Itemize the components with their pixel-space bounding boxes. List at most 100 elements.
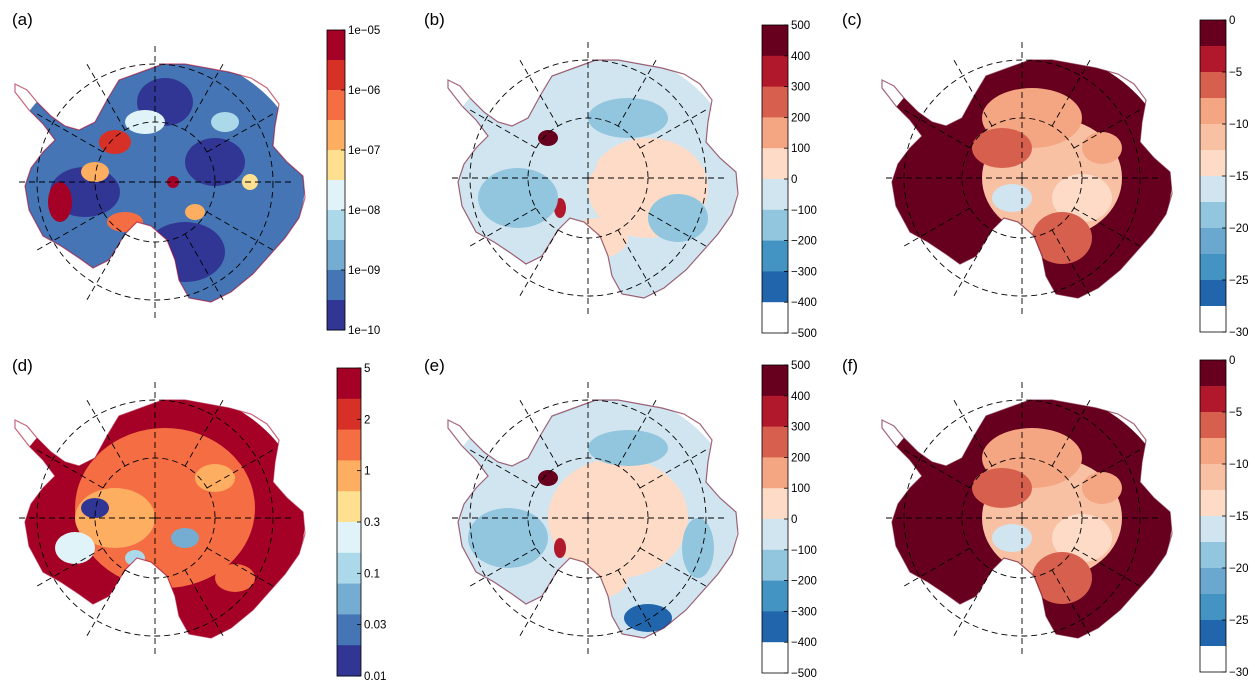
meridian-line	[902, 207, 971, 248]
field-patch	[1052, 174, 1112, 222]
colorbar-segment	[327, 30, 345, 61]
colorbar-tick-label: 400	[791, 51, 810, 63]
meridian-line	[206, 211, 275, 252]
colorbar-segment	[327, 300, 345, 331]
field-patch	[1052, 514, 1112, 562]
colorbar-segment	[337, 491, 361, 523]
colorbar-tick-label: −100	[791, 205, 817, 217]
coastline	[447, 59, 739, 299]
meridian-line	[35, 547, 104, 588]
colorbar-tick-label: −100	[791, 545, 817, 557]
polar-grid	[450, 40, 726, 316]
colorbar-segment	[1200, 516, 1226, 543]
meridian-line	[184, 62, 225, 131]
map-svg: 1e−05 1e−06 1e−07 1e−08 1e−09 1e−10	[14, 25, 380, 337]
colorbar-segment	[1200, 254, 1226, 281]
meridian-line	[35, 211, 104, 252]
colorbar-tick-label: −500	[791, 668, 817, 680]
colorbar-segment	[762, 25, 788, 57]
meridian-line	[952, 58, 993, 127]
meridian-line	[639, 547, 708, 588]
colorbar-segment	[762, 240, 788, 272]
colorbar-tick-label: 5	[364, 363, 370, 375]
map-svg: 0 −5 −10 −15 −20 −25 −30	[881, 355, 1249, 679]
latitude-circle	[469, 59, 707, 297]
colorbar-tick-label: −200	[791, 576, 817, 588]
colorbar-segment	[1200, 386, 1226, 413]
colorbar-segment	[762, 365, 788, 397]
meridian-line	[1051, 569, 1092, 638]
colorbar-segment	[762, 117, 788, 149]
meridian-line	[184, 233, 225, 302]
colorbar-tick-label: 500	[791, 360, 810, 372]
colorbar-segment	[762, 209, 788, 242]
field-patch	[1032, 552, 1092, 604]
colorbar-segment	[1200, 202, 1226, 229]
colorbar-tick-label: −15	[1229, 511, 1249, 523]
colorbar-segment	[1200, 542, 1226, 569]
meridian-line	[35, 448, 104, 489]
field-patch	[568, 558, 628, 598]
colorbar-segment	[1200, 150, 1226, 177]
coastline	[881, 59, 1173, 299]
colorbar-segment	[762, 519, 788, 551]
field-patch	[972, 128, 1032, 168]
colorbar-tick-label: −200	[791, 236, 817, 248]
meridian-line	[1073, 108, 1142, 149]
field-patch	[185, 204, 205, 220]
panel-label: (d)	[12, 356, 33, 375]
colorbar-segment	[337, 645, 361, 677]
colorbar-segment	[327, 240, 345, 271]
colorbar-segment	[762, 426, 788, 458]
colorbar-segment	[1200, 490, 1226, 517]
field-patch	[538, 470, 558, 486]
colorbar-tick-label: 0	[1229, 15, 1235, 27]
panel-f: (f) 0 −5 −10 −15 −20 −25 −30	[836, 340, 1255, 681]
latitude-circle	[469, 399, 707, 637]
meridian-line	[639, 108, 708, 149]
meridian-line	[518, 229, 559, 298]
colorbar-segment	[1200, 306, 1226, 333]
colorbar-segment	[327, 180, 345, 211]
colorbar-tick-label: 1	[364, 466, 370, 478]
panel-label: (a)	[12, 10, 33, 29]
meridian-line	[85, 62, 126, 131]
meridian-line	[639, 448, 708, 489]
colorbar-segment	[1200, 594, 1226, 621]
meridian-line	[1073, 448, 1142, 489]
colorbar-tick-label: 200	[791, 112, 810, 124]
meridian-line	[468, 547, 537, 588]
colorbar-segment	[337, 552, 361, 585]
colorbar-tick-label: −20	[1229, 563, 1249, 575]
meridian-line	[902, 547, 971, 588]
field-patch	[99, 130, 131, 154]
colorbar-tick-label: −500	[791, 328, 817, 340]
field-patch	[81, 498, 109, 518]
latitude-circle	[903, 399, 1141, 637]
colorbar-segment	[1200, 280, 1226, 307]
colorbar-segment	[1200, 46, 1226, 73]
field-patch	[682, 518, 714, 578]
colorbar-segment	[337, 614, 361, 646]
meridian-line	[468, 207, 537, 248]
colorbar-segment	[762, 580, 788, 612]
meridian-line	[1051, 58, 1092, 127]
colorbar-tick-label: 0.3	[364, 517, 380, 529]
colorbar-tick-label: 300	[791, 422, 810, 434]
colorbar-tick-label: 1e−06	[348, 85, 380, 97]
meridian-line	[639, 207, 708, 248]
colorbar-segment	[762, 395, 788, 428]
colorbar-tick-label: 1e−10	[348, 325, 380, 337]
meridian-line	[468, 108, 537, 149]
colorbar-tick-label: −5	[1229, 407, 1242, 419]
meridian-line	[206, 547, 275, 588]
meridian-line	[617, 569, 658, 638]
field-patch	[992, 524, 1032, 552]
meridian-line	[617, 229, 658, 298]
colorbar-segment	[1200, 228, 1226, 255]
colorbar-tick-label: −30	[1229, 667, 1249, 679]
panel-label: (b)	[424, 10, 445, 29]
colorbar-tick-label: 2	[364, 414, 370, 426]
coastline	[881, 399, 1173, 639]
field-patch	[125, 110, 165, 134]
